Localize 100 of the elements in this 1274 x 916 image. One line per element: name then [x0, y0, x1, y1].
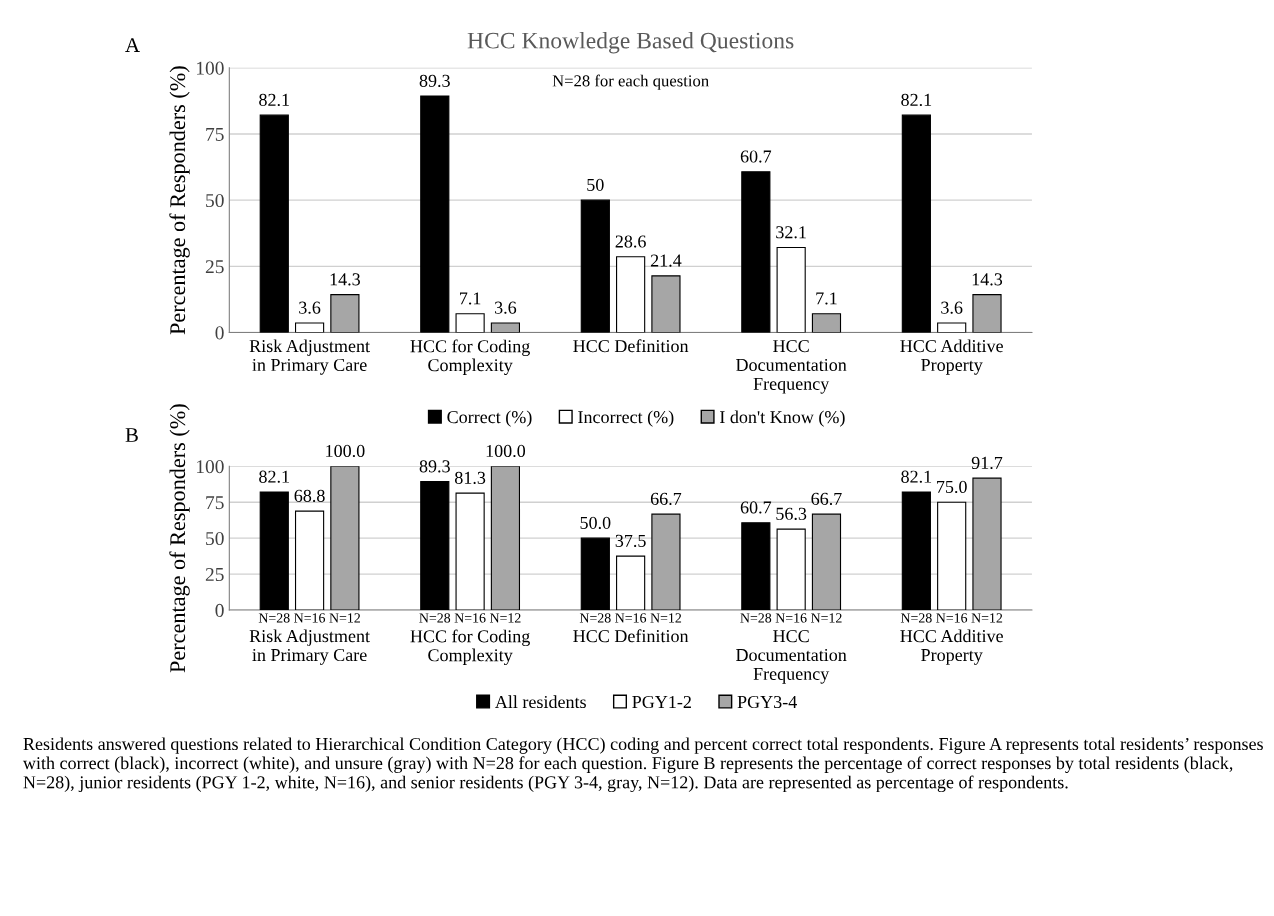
x-tick-label: HCC Additive Property — [900, 339, 1003, 375]
legend-label: PGY1-2 — [632, 695, 691, 709]
bar — [901, 491, 931, 611]
x-tick-label: HCC Definition — [573, 629, 689, 643]
data-label: 3.6 — [941, 301, 963, 314]
data-label: 7.1 — [460, 292, 481, 305]
bar — [455, 492, 485, 611]
bar — [937, 501, 967, 611]
annotation: N=28 — [900, 613, 932, 623]
bar — [330, 294, 360, 333]
data-label: 89.3 — [419, 74, 450, 87]
annotation: N=28 — [579, 613, 611, 623]
bar — [259, 491, 289, 611]
bar — [420, 95, 450, 333]
bar — [616, 555, 646, 611]
y-axis-title: Percentage of Responders (%) — [169, 66, 190, 335]
data-label: 3.6 — [495, 301, 517, 314]
bar — [972, 477, 1002, 611]
bar — [580, 199, 610, 333]
y-tick-label: 50 — [206, 193, 224, 208]
data-label: 37.5 — [615, 534, 646, 547]
annotation: N=16 — [936, 613, 968, 623]
bar — [741, 171, 771, 333]
annotation: N=12 — [329, 613, 361, 623]
y-tick-label: 75 — [206, 496, 224, 510]
text: Residents answered questions related to Hierarchical Condition Category (HCC) coding and percent correct total respondents. Figure A represents total residents’ responses with correct (black), incorrect (white), and unsure (gray) with N=28 for each question. Figure B represents the percentage of correct responses by total residents (black, N=28), junior residents (PGY 1-2, white, N=16), and senior residents (PGY 3-4, gray, N=12). Data are represented as percentage of respondents. — [22, 737, 1263, 793]
data-label: 14.3 — [330, 273, 360, 286]
data-label: 50.0 — [580, 516, 611, 530]
data-label: 7.1 — [816, 292, 837, 305]
data-label: 3.6 — [299, 301, 321, 314]
annotation: N=12 — [650, 613, 682, 623]
legend-label: PGY3-4 — [737, 695, 797, 709]
data-label: 60.7 — [740, 150, 772, 163]
data-label: 82.1 — [901, 470, 932, 483]
data-label: 28.6 — [615, 235, 646, 248]
x-tick-label: Risk Adjustment in Primary Care — [249, 339, 370, 375]
annotation: N=16 — [775, 613, 807, 623]
x-tick-label: HCC Documentation Frequency — [736, 630, 847, 684]
chart-title: HCC Knowledge Based Questions — [467, 31, 794, 54]
bar — [651, 513, 681, 611]
bar — [741, 522, 771, 611]
annotation: N=28 for each question — [552, 74, 709, 90]
bar — [651, 275, 681, 333]
data-label: 50 — [587, 178, 604, 191]
annotation: N=16 — [615, 613, 647, 623]
data-label: 66.7 — [650, 492, 682, 505]
data-label: 56.3 — [776, 507, 807, 520]
legend-label: All residents — [494, 695, 586, 709]
x-tick-label: HCC Documentation Frequency — [736, 340, 847, 394]
annotation: N=28 — [419, 613, 451, 623]
annotation: N=12 — [971, 613, 1003, 623]
annotation: N=12 — [810, 613, 842, 623]
legend-label: Correct (%) — [447, 410, 532, 427]
bar — [776, 528, 806, 611]
data-label: 82.1 — [901, 93, 932, 107]
text: A — [125, 38, 140, 52]
annotation: N=12 — [489, 613, 521, 623]
annotation: N=28 — [258, 613, 290, 623]
x-tick-label: HCC Definition — [573, 339, 689, 353]
annotation: N=16 — [294, 613, 326, 623]
bar — [937, 322, 967, 333]
text: B — [125, 428, 138, 442]
bar — [490, 466, 521, 611]
data-label: 91.7 — [971, 456, 1003, 470]
bar — [811, 513, 842, 611]
legend-label: I don't Know (%) — [719, 410, 845, 427]
bar — [420, 481, 450, 611]
data-label: 60.7 — [740, 501, 772, 514]
x-tick-label: HCC Additive Property — [900, 629, 1003, 665]
bar — [330, 466, 360, 611]
x-tick-label: HCC for Coding Complexity — [410, 629, 530, 666]
data-label: 32.1 — [776, 226, 806, 239]
bar — [616, 256, 646, 333]
data-label: 82.1 — [259, 470, 289, 483]
data-label: 89.3 — [419, 460, 450, 473]
data-label: 21.4 — [650, 254, 682, 267]
legend-label: Incorrect (%) — [578, 410, 674, 427]
data-label: 100.0 — [326, 444, 365, 458]
data-label: 66.7 — [811, 492, 842, 505]
data-label: 14.3 — [972, 273, 1003, 286]
y-tick-label: 100 — [197, 61, 224, 75]
y-tick-label: 75 — [206, 127, 224, 141]
bar — [294, 322, 325, 333]
y-tick-label: 25 — [205, 567, 224, 582]
y-tick-label: 0 — [215, 326, 224, 340]
y-tick-label: 100 — [197, 460, 224, 474]
bar — [776, 246, 806, 333]
y-tick-label: 25 — [205, 260, 224, 274]
bar — [972, 294, 1002, 333]
data-label: 81.3 — [455, 471, 486, 484]
bar — [259, 114, 289, 333]
x-tick-label: Risk Adjustment in Primary Care — [249, 629, 370, 665]
data-label: 68.8 — [294, 489, 325, 502]
bar — [811, 313, 842, 333]
bar — [455, 313, 485, 333]
annotation: N=28 — [740, 613, 772, 623]
bar — [490, 322, 521, 333]
data-label: 82.1 — [259, 93, 289, 107]
y-tick-label: 0 — [215, 603, 224, 617]
bar — [580, 537, 610, 611]
